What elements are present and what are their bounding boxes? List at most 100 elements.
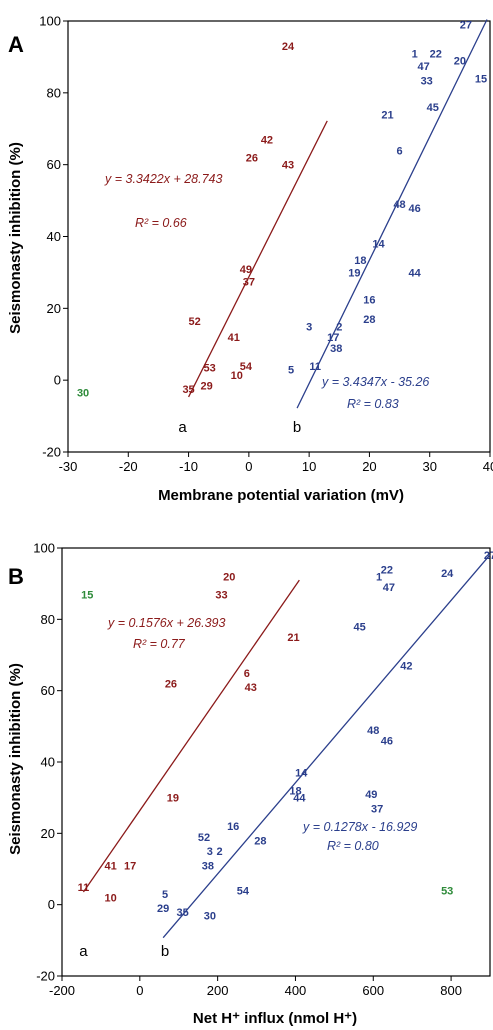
panel-a-red-equation: y = 3.3422x + 28.743 [104,172,223,186]
data-point-label: 53 [204,363,216,375]
data-point-label: 53 [441,885,453,897]
data-point-label: 37 [243,276,255,288]
x-tick-label: 0 [245,459,252,474]
panel-a-red-r2: R² = 0.66 [135,216,187,230]
y-tick-label: 40 [41,755,55,770]
panel-a-x-axis-title: Membrane potential variation (mV) [158,487,404,504]
data-point-label: 30 [77,388,89,400]
data-point-label: 49 [365,789,377,801]
data-point-label: 33 [215,589,227,601]
data-point-label: 45 [427,102,439,114]
x-tick-label: -20 [119,459,138,474]
y-tick-label: -20 [42,445,61,460]
data-point-label: 46 [409,203,421,215]
data-point-label: 38 [202,860,214,872]
data-point-label: 10 [231,370,243,382]
data-point-label: 29 [201,381,213,393]
data-point-label: 48 [393,199,405,211]
y-tick-label: 100 [39,14,61,29]
x-tick-label: 20 [362,459,376,474]
data-point-label: 28 [254,835,266,847]
fit-line-label: a [178,419,187,436]
x-tick-label: 600 [362,983,384,998]
x-tick-label: -200 [49,983,75,998]
data-point-label: 27 [484,550,493,562]
panel-b-blue-r2: R² = 0.80 [327,839,379,853]
fit-line-blue [296,19,488,409]
data-point-label: 43 [245,682,257,694]
data-point-label: 6 [397,145,403,157]
y-tick-label: 80 [47,85,61,100]
data-point-label: 48 [367,725,379,737]
y-tick-label: 80 [41,612,55,627]
data-point-label: 47 [418,61,430,73]
data-point-label: 38 [330,343,342,355]
fit-line-label: b [161,943,169,960]
x-tick-label: -30 [59,459,78,474]
data-point-label: 44 [409,267,422,279]
data-point-label: 54 [240,361,253,373]
data-point-label: 6 [244,668,250,680]
data-point-label: 14 [295,768,308,780]
data-point-label: 52 [198,832,210,844]
data-point-label: 20 [223,572,235,584]
data-point-label: 5 [162,889,168,901]
data-point-label: 27 [460,20,472,32]
data-point-label: 29 [157,903,169,915]
data-point-label: 30 [204,910,216,922]
x-tick-label: -10 [179,459,198,474]
data-point-label: 52 [188,316,200,328]
fit-line-blue [162,554,491,939]
data-point-label: 22 [381,564,393,576]
data-point-label: 37 [371,803,383,815]
data-point-label: 18 [354,255,366,267]
fit-line-red [82,579,300,893]
data-point-label: 1 [412,48,418,60]
panel-b-letter: B [8,564,24,589]
data-point-label: 16 [227,821,239,833]
fit-line-label: a [79,943,88,960]
data-point-label: 26 [246,152,258,164]
x-tick-label: 0 [136,983,143,998]
data-point-label: 33 [421,75,433,87]
panel-b-x-axis-title: Net H⁺ influx (nmol H⁺) [193,1010,357,1027]
data-point-label: 28 [363,314,375,326]
data-point-label: 41 [105,860,117,872]
data-point-label: 3 [207,846,213,858]
panel-a-y-axis-title: Seismonasty inhibition (%) [7,142,24,334]
y-tick-label: 40 [47,229,61,244]
data-point-label: 14 [372,239,385,251]
data-point-label: 10 [105,893,117,905]
data-point-label: 2 [217,846,223,858]
data-point-label: 20 [454,56,466,68]
data-point-label: 49 [240,264,252,276]
panel-b-red-equation: y = 0.1576x + 26.393 [107,616,226,630]
data-point-label: 21 [381,109,393,121]
x-tick-label: 10 [302,459,316,474]
data-point-label: 11 [309,361,321,373]
data-point-label: 5 [288,364,294,376]
data-point-label: 54 [237,885,250,897]
data-point-label: 45 [354,621,366,633]
fit-line-label: b [293,419,301,436]
data-point-label: 22 [430,48,442,60]
data-point-label: 19 [167,793,179,805]
panel-a-blue-r2: R² = 0.83 [347,397,399,411]
data-point-label: 17 [327,332,339,344]
panel-a-letter: A [8,32,24,57]
data-point-label: 26 [165,679,177,691]
y-tick-label: 100 [33,541,55,556]
y-tick-label: 0 [48,897,55,912]
x-tick-label: 400 [285,983,307,998]
panel-b-plot-frame [61,547,491,977]
data-point-label: 42 [400,661,412,673]
data-point-label: 24 [282,41,295,53]
panel-b-points: 2033212664319411711102712247244542484614… [78,550,493,922]
